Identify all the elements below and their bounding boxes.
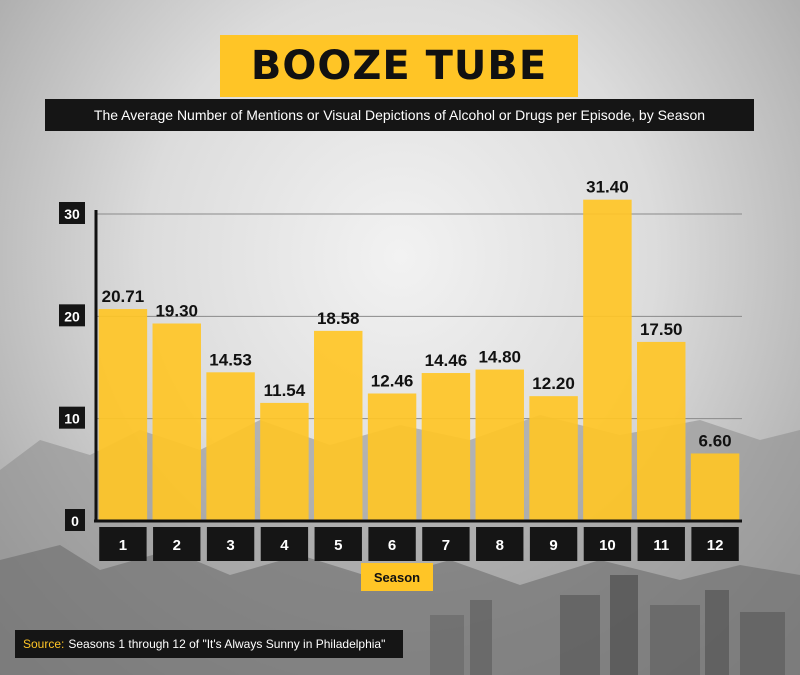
- x-tick-box: [314, 527, 362, 561]
- x-tick-box: [99, 527, 147, 561]
- bar: [260, 402, 309, 521]
- bar: [421, 373, 471, 521]
- x-tick-label: 9: [549, 537, 557, 554]
- data-label: 12.46: [371, 371, 414, 390]
- y-tick-box: [59, 202, 85, 224]
- data-label: 12.20: [532, 374, 575, 393]
- y-tick-label: 20: [64, 308, 80, 324]
- source-text: Seasons 1 through 12 of "It's Always Sun…: [68, 637, 386, 651]
- y-tick-box: [59, 406, 85, 429]
- bar: [314, 330, 363, 521]
- x-tick-box: [206, 527, 255, 561]
- y-tick-label: 10: [64, 411, 80, 427]
- chart-subtitle: The Average Number of Mentions or Visual…: [93, 107, 706, 123]
- bar: [583, 199, 632, 521]
- y-tick-label: 0: [71, 513, 79, 529]
- chart-title: BOOZE TUBE: [250, 43, 548, 89]
- bar: [475, 369, 524, 521]
- data-label: 11.54: [264, 381, 306, 400]
- bar: [529, 396, 578, 521]
- subtitle-banner: The Average Number of Mentions or Visual…: [45, 99, 754, 131]
- x-tick-box: [260, 527, 309, 561]
- data-label: 31.40: [586, 178, 629, 197]
- x-tick-label: 5: [334, 537, 342, 554]
- data-label: 6.60: [699, 431, 732, 450]
- x-tick-label: 6: [388, 537, 396, 554]
- x-tick-label: 4: [280, 537, 289, 554]
- y-tick-box: [59, 304, 85, 327]
- x-tick-box: [637, 527, 685, 561]
- x-tick-box: [583, 527, 632, 561]
- x-tick-box: [476, 527, 524, 561]
- x-tick-label: 7: [442, 537, 450, 554]
- x-tick-box: [368, 527, 416, 561]
- x-tick-label: 1: [119, 537, 127, 554]
- x-tick-label: 11: [653, 537, 669, 554]
- x-tick-box: [153, 527, 201, 561]
- x-tick-label: 10: [599, 537, 616, 554]
- x-tick-box: [529, 527, 578, 561]
- source-label: Source:: [23, 637, 65, 651]
- bar: [690, 453, 740, 521]
- title-banner: BOOZE TUBE: [220, 35, 578, 97]
- data-label: 14.80: [478, 348, 521, 367]
- y-tick-box: [65, 509, 85, 531]
- x-tick-label: 8: [496, 537, 504, 554]
- x-axis-label-box: Season: [361, 563, 433, 591]
- data-label: 18.58: [317, 309, 360, 328]
- x-tick-box: [422, 527, 470, 561]
- bar: [637, 341, 686, 521]
- bar: [367, 393, 417, 521]
- bar: [206, 372, 255, 521]
- x-axis-label: Season: [373, 569, 421, 585]
- x-tick-label: 12: [707, 537, 724, 554]
- source-banner: Source: Seasons 1 through 12 of "It's Al…: [15, 630, 403, 658]
- bar: [152, 323, 201, 521]
- data-label: 14.53: [209, 350, 252, 369]
- x-tick-label: 3: [226, 537, 234, 554]
- data-label: 14.46: [425, 351, 468, 370]
- data-label: 17.50: [640, 320, 683, 339]
- data-label: 19.30: [155, 301, 198, 320]
- bar: [98, 309, 148, 521]
- x-tick-label: 2: [173, 537, 181, 554]
- x-tick-box: [691, 527, 739, 561]
- y-tick-label: 30: [64, 206, 80, 222]
- data-label: 20.71: [102, 287, 145, 306]
